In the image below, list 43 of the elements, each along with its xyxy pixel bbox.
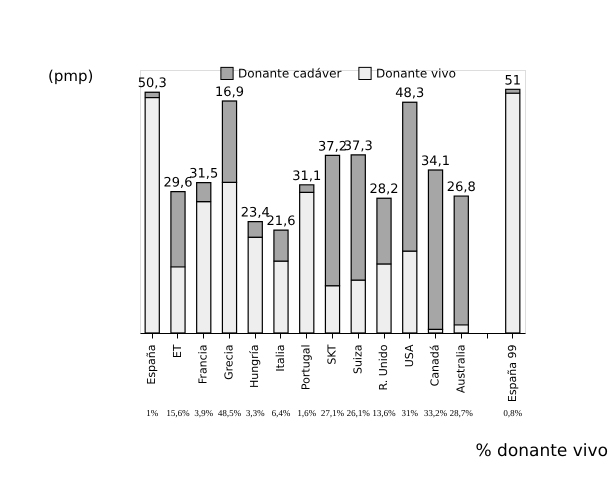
annotation: 16,9 xyxy=(215,85,244,100)
annotation: 28,2 xyxy=(370,182,398,198)
x-tick-label: Hungría xyxy=(248,344,262,388)
x-tick-label: Francia xyxy=(196,344,210,384)
y-axis-title: (pmp) xyxy=(48,67,94,85)
text: 51 xyxy=(504,73,522,88)
text: 0,8% xyxy=(503,408,523,418)
text: 6,4% xyxy=(272,408,291,418)
text: 48,5% xyxy=(218,408,242,418)
x-tick-label: USA xyxy=(402,344,416,368)
text: 3,3% xyxy=(246,408,266,418)
text: 15,6% xyxy=(166,408,190,418)
x-tick-label: España 99 xyxy=(506,344,519,402)
annotation: 29,6 xyxy=(164,176,192,191)
x-tick-label: Canadá xyxy=(428,344,442,386)
annotation: 48,3 xyxy=(395,86,424,102)
annotation: 34,1 xyxy=(421,154,450,169)
x-tick-label: ET xyxy=(170,344,184,358)
text: 13,6% xyxy=(372,408,396,418)
text: 26,1% xyxy=(346,408,370,418)
text: 1% xyxy=(146,408,159,418)
bar xyxy=(428,169,444,330)
annotation: 23,4 xyxy=(240,206,270,221)
annotation: 31,1 xyxy=(292,168,322,184)
x-tick-label: R. Unido xyxy=(377,344,390,391)
x-tick-label: SKT xyxy=(326,344,338,365)
x-tick-label: Italia xyxy=(274,344,287,372)
legend-label: Donante cadáver xyxy=(238,66,342,80)
x-tick-label: Grecia xyxy=(222,344,236,380)
text: 28,7% xyxy=(450,408,474,418)
annotation: 50,3 xyxy=(138,76,167,92)
text: 1,6% xyxy=(297,408,317,418)
x-tick-label: España xyxy=(145,344,158,385)
text: 33,2% xyxy=(424,408,448,418)
text: 27,1% xyxy=(320,408,345,418)
x-axis-title: % donante vivo xyxy=(476,441,608,461)
annotation: 26,8 xyxy=(446,180,476,196)
text: 31% xyxy=(402,408,419,418)
x-tick-label: Suiza xyxy=(351,344,364,374)
text: 3,9% xyxy=(194,408,214,418)
x-tick-label: Portugal xyxy=(300,344,313,390)
x-tick-label: Australia xyxy=(454,344,468,394)
legend-label: Donante vivo xyxy=(376,66,456,80)
